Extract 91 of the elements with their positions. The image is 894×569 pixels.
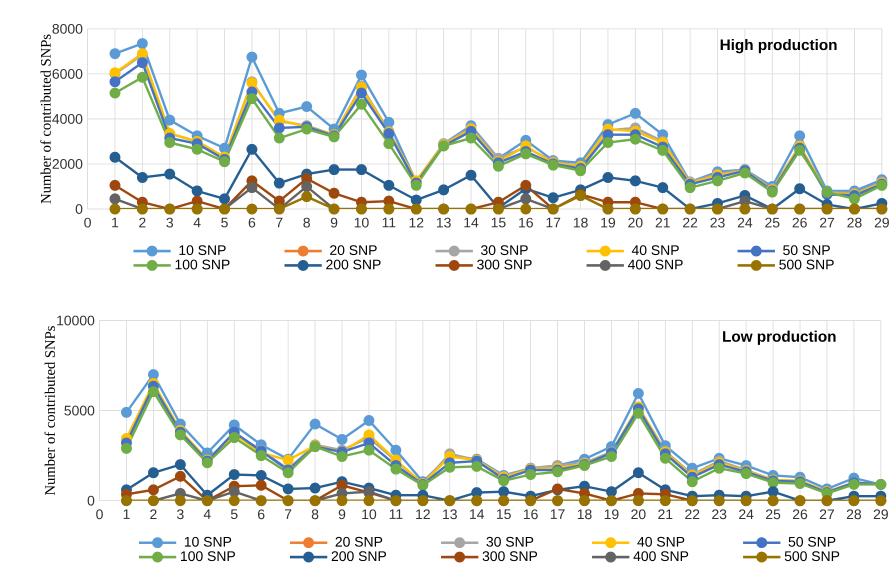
x-tick-label: 7 — [276, 218, 282, 228]
x-tick-label: 7 — [284, 509, 292, 519]
x-tick-label: 13 — [443, 509, 457, 520]
y-tick-label: 0 — [76, 204, 82, 214]
legend-label: 400 SNP — [633, 551, 688, 561]
x-tick-label: 9 — [338, 509, 346, 520]
legend-label: 20 SNP — [330, 245, 377, 255]
y-tick-label: 8000 — [52, 24, 82, 34]
x-tick-label: 0 — [96, 509, 103, 520]
x-tick-label: 6 — [258, 509, 264, 520]
x-tick-label: 15 — [496, 509, 511, 519]
x-tick-label: 3 — [166, 218, 174, 228]
x-tick-label: 22 — [685, 509, 700, 519]
x-tick-label: 4 — [204, 509, 211, 519]
x-tick-label: 16 — [519, 218, 533, 228]
x-tick-label: 19 — [601, 218, 616, 228]
x-tick-label: 8 — [303, 218, 310, 228]
x-tick-label: 12 — [416, 509, 430, 519]
x-tick-label: 24 — [739, 509, 754, 519]
legend-label: 50 SNP — [788, 536, 836, 547]
x-tick-label: 21 — [656, 218, 670, 228]
x-tick-label: 11 — [382, 218, 396, 228]
x-tick-label: 29 — [874, 218, 889, 228]
x-tick-label: 26 — [792, 509, 808, 520]
x-tick-label: 6 — [248, 218, 256, 228]
x-tick-label: 17 — [550, 509, 565, 519]
x-tick-label: 23 — [710, 218, 725, 228]
x-tick-label: 25 — [766, 509, 780, 520]
x-tick-label: 11 — [390, 509, 402, 519]
x-tick-label: 2 — [150, 509, 157, 519]
legend-label: 40 SNP — [637, 536, 684, 547]
x-tick-label: 25 — [765, 218, 780, 228]
legend-label: 10 SNP — [179, 245, 226, 255]
x-tick-label: 28 — [847, 218, 862, 228]
x-tick-label: 27 — [820, 218, 834, 228]
legend-label: 200 SNP — [332, 551, 386, 561]
text: Low production — [723, 330, 836, 345]
legend-label: 40 SNP — [632, 245, 679, 255]
y-axis-title: Number of contributed SNPs — [40, 34, 51, 204]
legend-label: 50 SNP — [783, 245, 830, 255]
y-tick-label: 6000 — [52, 68, 82, 79]
legend-label: 500 SNP — [784, 551, 840, 561]
legend-label: 100 SNP — [181, 551, 235, 561]
legend-label: 20 SNP — [336, 536, 382, 547]
text: High production — [720, 38, 837, 54]
x-tick-label: 3 — [177, 509, 184, 520]
x-tick-label: 18 — [574, 218, 588, 228]
y-tick-label: 4000 — [52, 114, 82, 124]
x-tick-label: 19 — [604, 509, 618, 520]
x-tick-label: 5 — [230, 509, 238, 519]
x-tick-label: 20 — [631, 509, 646, 520]
legend-label: 30 SNP — [486, 536, 534, 547]
legend-label: 500 SNP — [779, 259, 834, 270]
x-tick-label: 1 — [112, 218, 118, 228]
legend-label: 400 SNP — [628, 259, 683, 270]
legend-label: 200 SNP — [326, 259, 381, 270]
x-tick-label: 9 — [330, 218, 338, 228]
x-tick-label: 22 — [683, 218, 698, 228]
legend-label: 300 SNP — [477, 259, 532, 270]
x-tick-label: 5 — [221, 218, 228, 228]
y-tick-label: 2000 — [52, 158, 82, 169]
x-tick-label: 15 — [492, 218, 506, 228]
x-tick-label: 21 — [658, 509, 672, 519]
x-tick-label: 24 — [738, 218, 752, 228]
x-tick-label: 10 — [362, 509, 376, 520]
x-tick-label: 4 — [194, 218, 201, 228]
x-tick-label: 16 — [524, 509, 538, 520]
y-tick-label: 10000 — [57, 315, 94, 326]
x-tick-label: 14 — [464, 218, 478, 228]
x-tick-label: 18 — [578, 509, 592, 520]
x-tick-label: 26 — [792, 218, 807, 228]
y-tick-label: 0 — [88, 496, 94, 506]
x-tick-label: 13 — [436, 218, 451, 228]
legend-label: 100 SNP — [176, 259, 230, 270]
x-tick-label: 2 — [139, 218, 146, 228]
legend-label: 10 SNP — [184, 536, 232, 547]
legend-label: 30 SNP — [480, 245, 528, 255]
x-tick-label: 20 — [628, 218, 643, 228]
x-tick-label: 12 — [410, 218, 424, 228]
x-tick-label: 10 — [354, 218, 369, 228]
x-tick-label: 28 — [846, 509, 862, 520]
y-axis-title: Number of contributed SNPs — [44, 326, 55, 495]
x-tick-label: 1 — [124, 509, 130, 519]
legend-label: 300 SNP — [482, 551, 538, 561]
x-tick-label: 29 — [874, 509, 888, 520]
y-tick-label: 5000 — [64, 405, 94, 416]
x-tick-label: 8 — [312, 509, 318, 520]
x-tick-label: 23 — [712, 509, 726, 520]
x-tick-label: 14 — [470, 509, 484, 519]
x-tick-label: 27 — [820, 509, 834, 519]
x-tick-label: 17 — [546, 218, 560, 228]
